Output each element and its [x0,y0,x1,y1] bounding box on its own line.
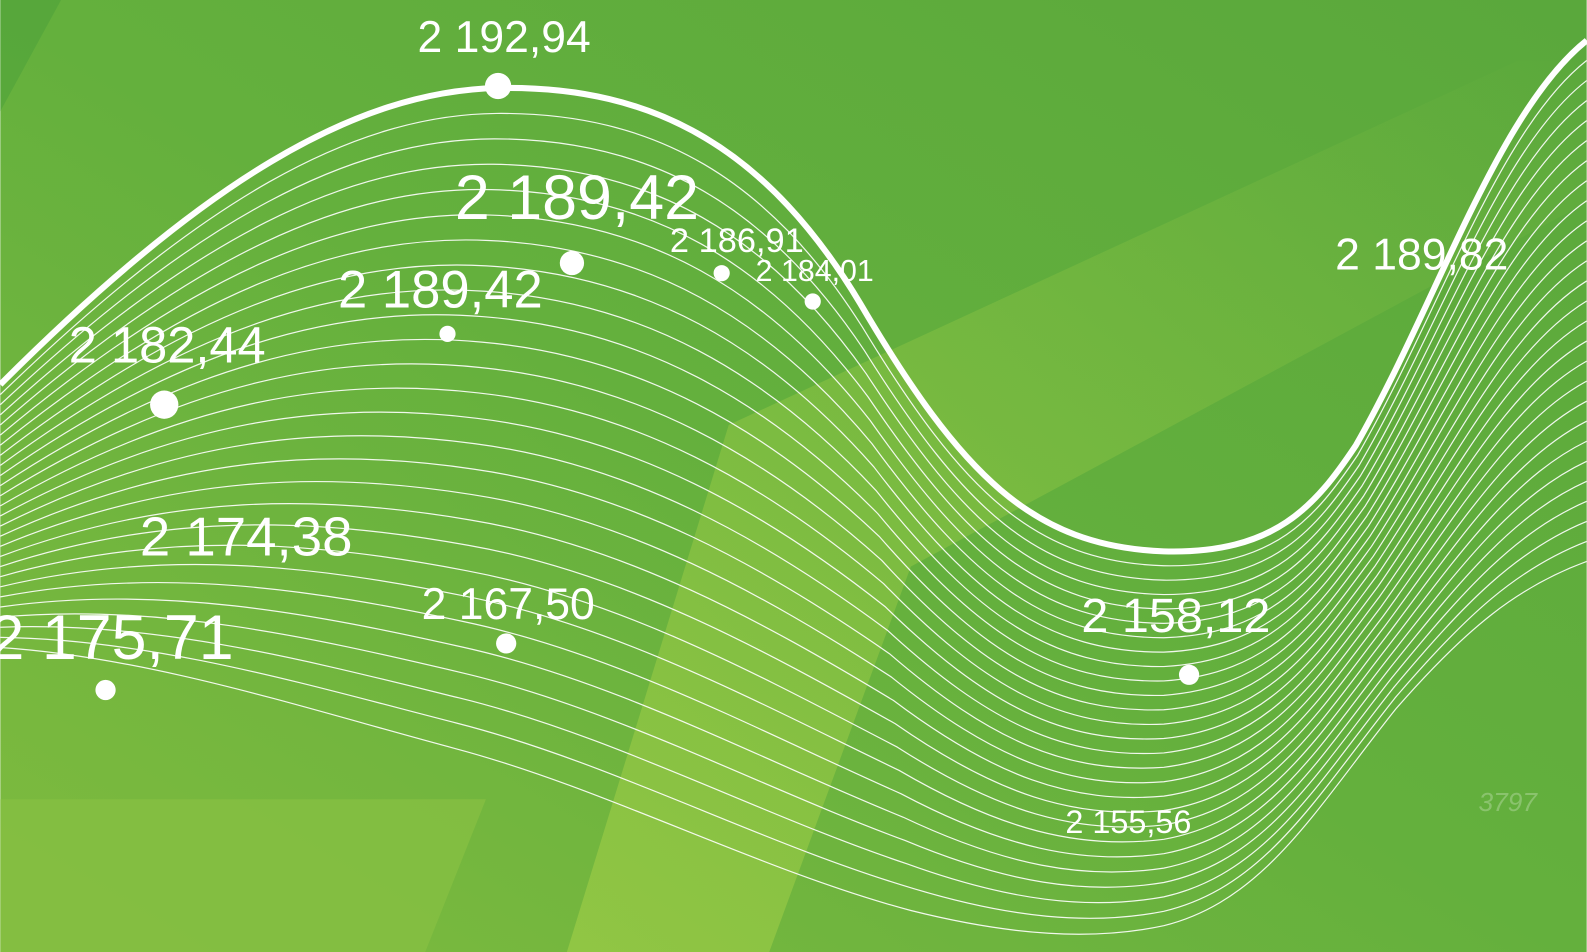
value-label: 2 167,50 [422,580,595,629]
dot-group [95,72,1200,701]
curve-line [0,100,1587,596]
curve-line [0,420,1587,828]
curve-line [0,400,1587,813]
curve-line [0,200,1587,668]
curve-line [0,300,1587,740]
curve-line [0,560,1587,935]
dot [496,633,517,654]
value-label: 2 182,44 [69,316,266,373]
curve-line [0,440,1587,843]
curve-line [0,180,1587,653]
curve-line [0,340,1587,769]
dot [484,72,512,100]
dot [804,293,821,310]
curve-line [0,260,1587,711]
arrow-band [566,60,1587,952]
curve-line [0,380,1587,799]
value-label: 2 186,91 [670,222,804,260]
curve-line [0,360,1587,784]
dot [95,679,116,701]
value-label: 2 174,38 [140,507,353,568]
value-label: 2 158,12 [1081,589,1270,643]
curve-line [0,500,1587,888]
value-label: 2 189,42 [338,260,543,319]
curve-line [0,520,1587,904]
curve-group [0,38,1587,935]
main-curve [0,38,1587,555]
background-number: 3797 [1478,787,1538,817]
curve-line [0,280,1587,726]
light-panel [0,799,486,952]
dot [439,325,456,342]
value-label: 2 192,94 [418,13,591,62]
curve-line [0,160,1587,639]
curve-line [0,60,1587,567]
value-label: 2 155,56 [1065,804,1191,840]
curve-line [0,80,1587,581]
curve-line [0,140,1587,624]
value-label: 2 189,82 [1335,231,1508,280]
corner-shade [0,0,62,112]
dot [150,390,179,419]
curve-line [0,220,1587,682]
curve-line [0,320,1587,755]
dot [559,250,585,276]
curve-line [0,120,1587,610]
curve-line [0,480,1587,873]
curve-line [0,540,1587,919]
value-label: 2 184,01 [756,255,874,288]
dot [713,265,730,282]
dot [1178,664,1200,685]
curve-line [0,460,1587,858]
value-label: 2 189,42 [455,163,699,233]
curve-line [0,240,1587,696]
value-label: 2 175,71 [0,603,234,673]
